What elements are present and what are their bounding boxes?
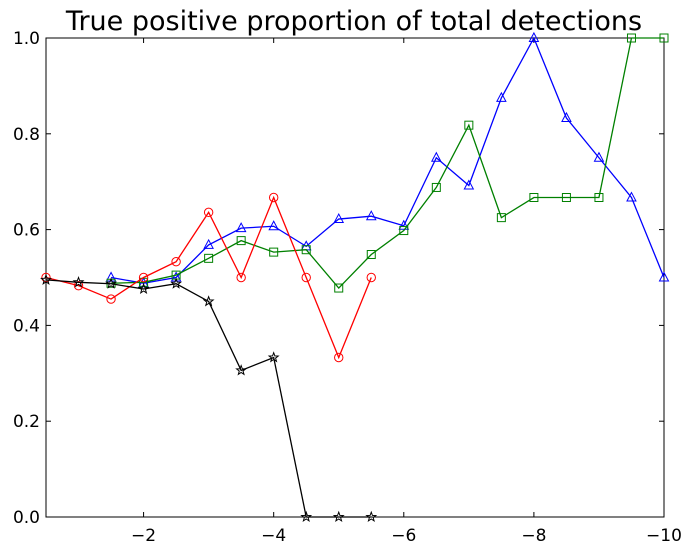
y-tick-label: 1.0 <box>13 29 40 49</box>
axes: −2 −4 −6 −8 −10 0.0 0.2 0.4 0.6 0.8 1.0 <box>13 29 682 546</box>
series-line <box>45 279 372 518</box>
data-point <box>170 277 183 289</box>
data-point <box>561 193 571 203</box>
data-point <box>463 179 475 190</box>
data-point <box>529 193 539 203</box>
data-point <box>366 272 376 283</box>
x-tick-label: −10 <box>646 526 682 546</box>
data-point <box>204 253 214 263</box>
data-point <box>203 207 214 218</box>
data-point <box>105 277 117 289</box>
data-point <box>40 273 52 285</box>
data-point <box>300 510 313 523</box>
data-point <box>269 247 279 257</box>
data-point <box>430 151 442 162</box>
data-point <box>333 212 345 224</box>
data-point <box>399 226 409 236</box>
data-point <box>464 120 474 130</box>
data-point <box>137 282 150 295</box>
data-point <box>365 510 378 523</box>
data-point <box>235 222 247 233</box>
y-tick-label: 0.6 <box>13 221 40 241</box>
data-point <box>431 182 441 192</box>
data-point <box>203 238 214 249</box>
y-tick-label: 0.4 <box>13 316 40 336</box>
data-point <box>235 364 248 376</box>
data-point <box>528 31 540 42</box>
y-tick-label: 0.8 <box>13 125 40 145</box>
data-point <box>365 210 377 221</box>
data-point <box>594 193 604 203</box>
data-point <box>171 256 181 267</box>
data-point <box>659 33 669 43</box>
series-2 <box>41 192 376 363</box>
x-tick-label: −4 <box>261 526 286 546</box>
data-point <box>334 283 344 293</box>
data-point <box>366 250 376 260</box>
data-point <box>658 271 670 282</box>
chart-title: True positive proportion of total detect… <box>65 6 642 37</box>
data-point <box>496 213 506 223</box>
data-point <box>626 33 636 43</box>
data-point <box>496 91 507 102</box>
series-0 <box>105 31 670 288</box>
data-point <box>267 351 280 363</box>
data-point <box>301 245 311 255</box>
data-point <box>170 271 182 282</box>
data-point <box>105 271 117 282</box>
x-tick-label: −6 <box>391 526 416 546</box>
series-line <box>45 195 372 360</box>
x-tick-label: −2 <box>131 526 156 546</box>
series-3 <box>40 273 378 523</box>
data-point <box>268 220 280 231</box>
data-point <box>561 111 572 122</box>
plot-frame <box>45 37 665 518</box>
data-point <box>73 280 84 291</box>
y-tick-label: 0.0 <box>13 508 40 528</box>
data-point <box>268 192 279 203</box>
series-line <box>111 37 664 290</box>
data-point <box>72 276 85 288</box>
data-point <box>106 294 116 304</box>
x-tick-label: −8 <box>521 526 546 546</box>
data-point <box>334 352 344 363</box>
data-point <box>139 277 149 287</box>
data-point <box>138 272 149 283</box>
series-layer <box>40 31 670 523</box>
data-point <box>593 151 605 162</box>
data-point <box>236 236 246 246</box>
data-point <box>236 272 246 283</box>
data-point <box>332 510 345 523</box>
y-tick-label: 0.2 <box>13 412 40 432</box>
series-line <box>110 36 665 284</box>
data-point <box>626 191 637 202</box>
series-1 <box>106 33 669 293</box>
data-point <box>202 295 215 307</box>
data-point <box>398 219 410 230</box>
data-point <box>301 272 311 283</box>
